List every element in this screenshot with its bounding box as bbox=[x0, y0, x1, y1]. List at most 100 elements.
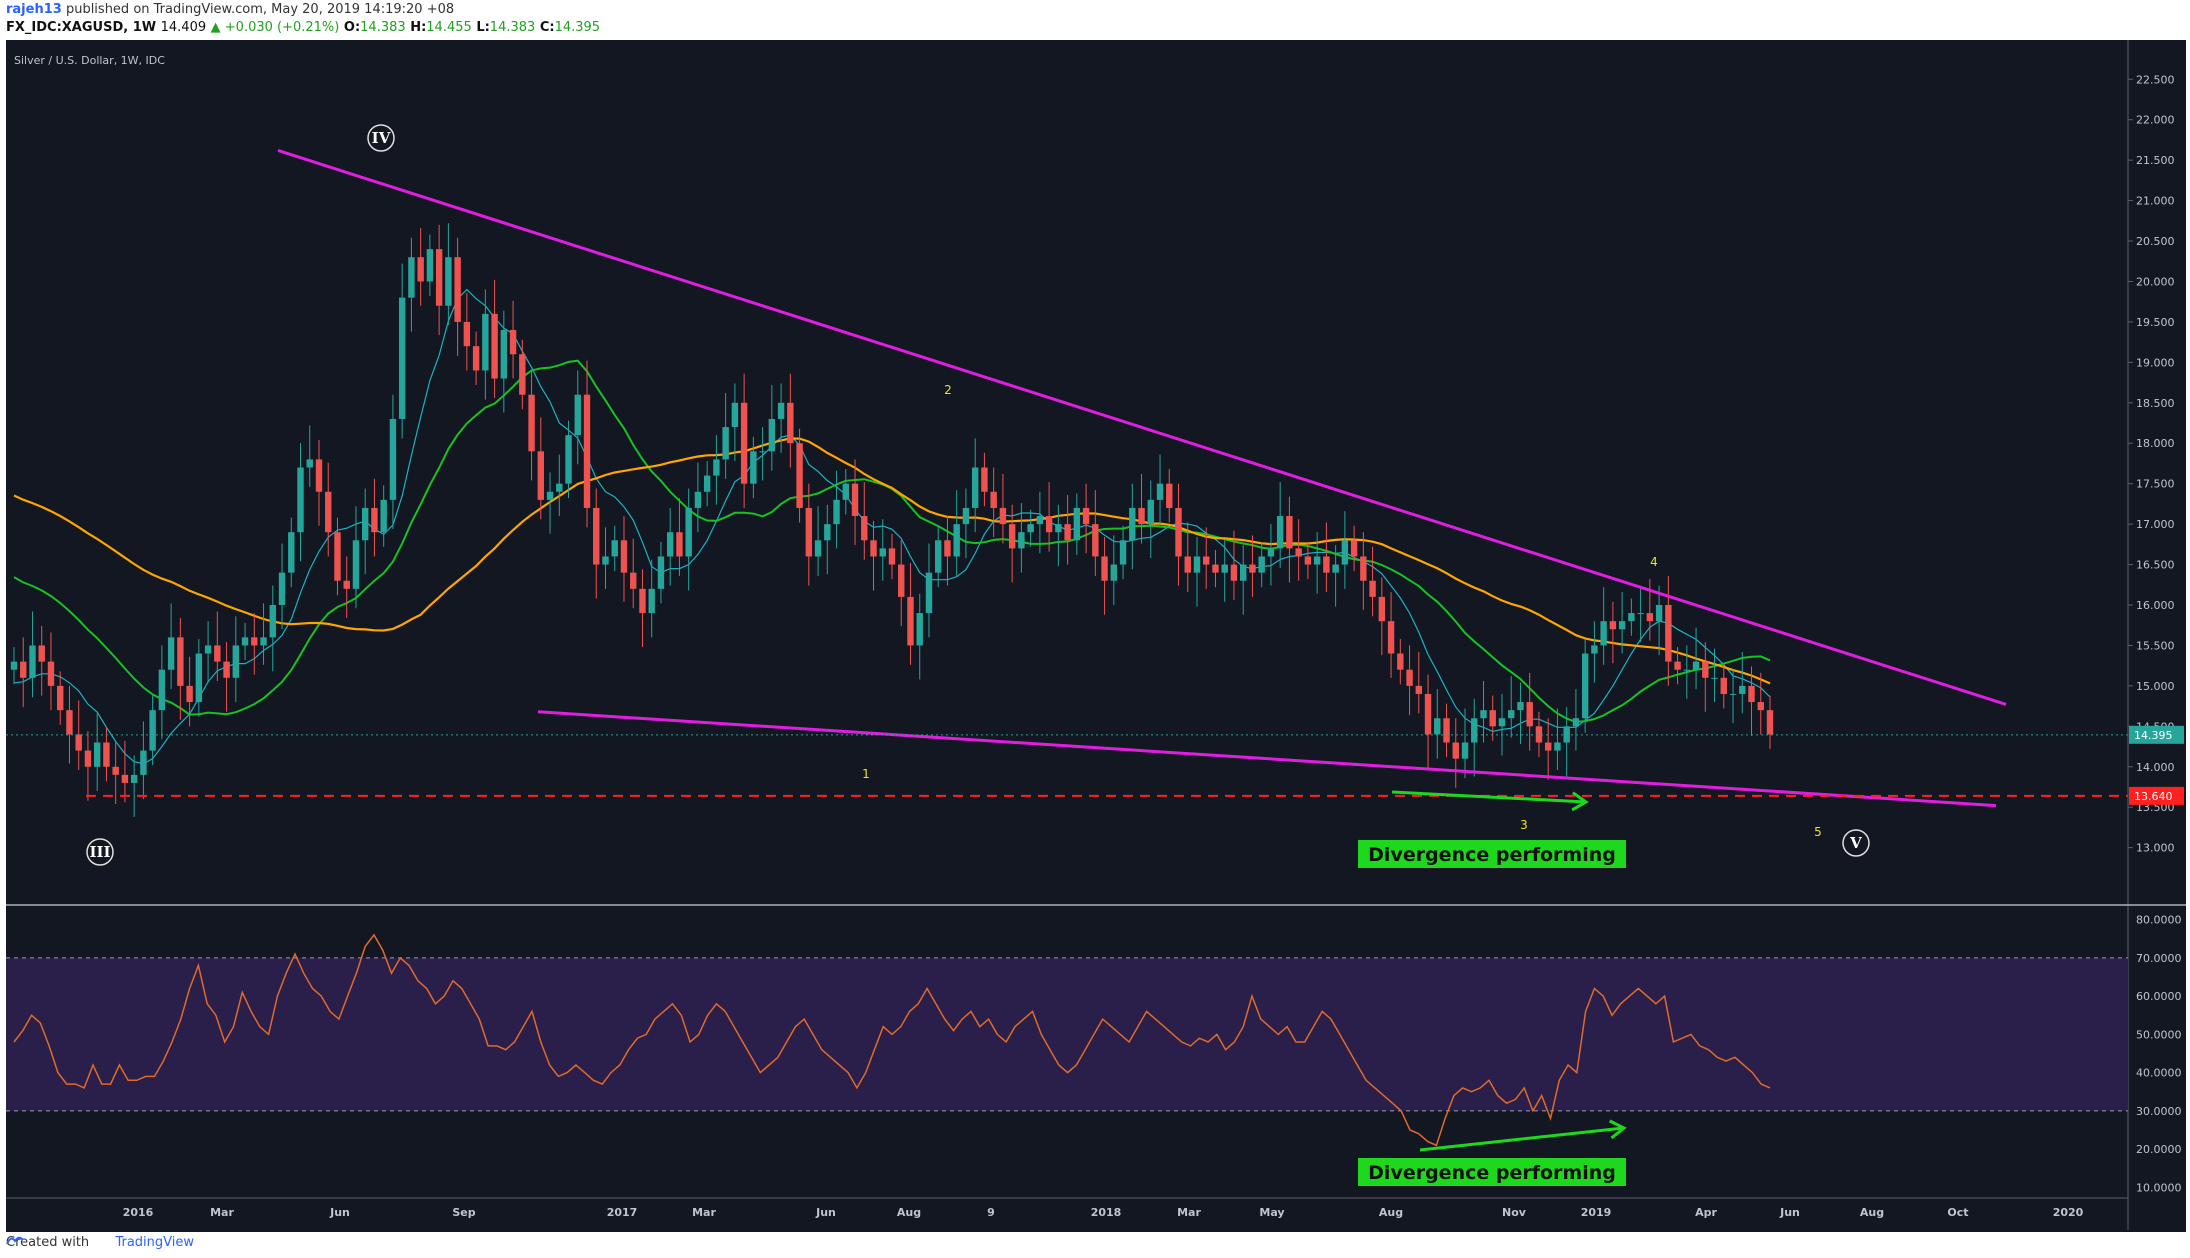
candle-body bbox=[962, 507, 970, 525]
rsi-y-axis[interactable]: 80.0000 70.0000 60.0000 50.0000 40.0000 30.00… bbox=[2136, 914, 2182, 1195]
price-tick-label: 19.000 bbox=[2136, 356, 2175, 369]
price-tick-label: 20.000 bbox=[2136, 275, 2175, 288]
rsi-tick-label: 20.0000 bbox=[2136, 1143, 2182, 1156]
price-tick-label: 13.000 bbox=[2136, 842, 2175, 855]
rsi-tick-label: 10.0000 bbox=[2136, 1181, 2182, 1194]
candle-body bbox=[740, 402, 748, 484]
rsi-tick-label: 70.0000 bbox=[2136, 952, 2182, 965]
candle-body bbox=[666, 532, 674, 557]
rsi-divergence-label-bg bbox=[1358, 1158, 1626, 1186]
candle-body bbox=[1443, 718, 1450, 743]
symbol-label: FX_IDC:XAGUSD, 1W bbox=[6, 20, 157, 35]
upper-trendline bbox=[277, 149, 2007, 706]
open-value: 14.383 bbox=[360, 20, 406, 35]
candle-body bbox=[491, 313, 498, 379]
candle-body bbox=[103, 742, 110, 767]
candle-body bbox=[898, 564, 905, 597]
candle-body bbox=[1350, 540, 1358, 557]
time-tick-label: Jun bbox=[329, 1206, 350, 1219]
candle-body bbox=[1711, 677, 1718, 679]
time-x-axis[interactable]: 2016 Mar Jun Sep 2017 Mar Jun Aug 9 2018 Mar May Aug… bbox=[123, 1206, 2084, 1219]
candle-body bbox=[1295, 548, 1302, 557]
price-tick-label: 19.500 bbox=[2136, 316, 2175, 329]
candle-body bbox=[1286, 516, 1293, 549]
wave-number-label: 4 bbox=[1650, 555, 1658, 569]
rsi-tick-label: 80.0000 bbox=[2136, 914, 2182, 927]
candle-body bbox=[611, 540, 618, 557]
candle-body bbox=[149, 710, 156, 751]
time-tick-label: Jun bbox=[815, 1206, 836, 1219]
time-tick-label: Sep bbox=[452, 1206, 475, 1219]
candle-body bbox=[1637, 613, 1644, 615]
candle-body bbox=[214, 645, 221, 662]
tradingview-logo-icon[interactable] bbox=[6, 1236, 111, 1248]
candle-body bbox=[426, 249, 434, 282]
candle-body bbox=[398, 297, 406, 419]
rsi-line bbox=[13, 933, 1771, 1147]
candle-body bbox=[1508, 710, 1515, 719]
candle-body bbox=[1249, 564, 1256, 573]
candle-body bbox=[1646, 613, 1654, 622]
author-link[interactable]: rajeh13 bbox=[6, 2, 62, 17]
candle-body bbox=[759, 451, 766, 453]
candle-body bbox=[1184, 556, 1191, 573]
rsi-divergence-arrow bbox=[1419, 1126, 1625, 1152]
time-tick-label: 2017 bbox=[607, 1206, 638, 1219]
candle-body bbox=[833, 499, 840, 525]
chart-area[interactable]: Silver / U.S. Dollar, 1W, IDC 22.500 22.0… bbox=[6, 40, 2186, 1232]
candle-body bbox=[1461, 742, 1469, 759]
candle-body bbox=[1415, 685, 1422, 694]
candle-body bbox=[944, 540, 951, 557]
candle-body bbox=[352, 540, 360, 589]
candle-body bbox=[630, 572, 637, 589]
chart-canvas[interactable]: Silver / U.S. Dollar, 1W, IDC 22.500 22.0… bbox=[6, 40, 2186, 1232]
tradingview-brand[interactable]: TradingView bbox=[115, 1235, 194, 1250]
candle-body bbox=[1018, 532, 1025, 549]
candle-body bbox=[306, 459, 313, 468]
candle-body bbox=[583, 394, 591, 508]
candle-body bbox=[1166, 483, 1173, 508]
wave-number-label: 5 bbox=[1814, 825, 1822, 839]
candle-body bbox=[408, 257, 415, 298]
wave-v-label-circle bbox=[1842, 829, 1870, 857]
candle-body bbox=[334, 532, 341, 581]
candle-body bbox=[1378, 596, 1386, 622]
candle-body bbox=[620, 540, 628, 573]
price-tick-label: 18.500 bbox=[2136, 397, 2175, 410]
candle-body bbox=[1692, 661, 1700, 670]
price-change: ▲ +0.030 (+0.21%) bbox=[210, 20, 340, 35]
candle-body bbox=[1535, 726, 1543, 743]
moving-averages bbox=[13, 288, 1771, 765]
time-tick-label: May bbox=[1259, 1206, 1284, 1219]
candle-body bbox=[556, 483, 563, 492]
candle-body bbox=[1323, 556, 1330, 573]
candle-body bbox=[121, 774, 129, 783]
publish-info: rajeh13 published on TradingView.com, Ma… bbox=[6, 2, 454, 17]
wave-iv-label: IV bbox=[372, 129, 391, 147]
candle-body bbox=[1240, 564, 1247, 581]
time-tick-label: 2018 bbox=[1091, 1206, 1122, 1219]
candle-body bbox=[435, 249, 443, 306]
rsi-divergence-label: Divergence performing bbox=[1368, 1162, 1616, 1184]
candle-body bbox=[417, 257, 424, 282]
candle-body bbox=[1045, 516, 1053, 533]
candle-body bbox=[93, 742, 101, 767]
candle-body bbox=[140, 750, 147, 775]
wave-iii-label: III bbox=[89, 843, 110, 861]
candle-body bbox=[1581, 653, 1589, 719]
header-bar: rajeh13 published on TradingView.com, Ma… bbox=[0, 0, 2190, 40]
candle-body bbox=[722, 427, 729, 460]
price-tick-label: 18.000 bbox=[2136, 437, 2175, 450]
candle-body bbox=[75, 734, 82, 751]
candle-body bbox=[463, 321, 471, 347]
moving-average-line bbox=[13, 288, 1771, 765]
candle-body bbox=[297, 467, 304, 533]
candle-body bbox=[509, 330, 517, 355]
trendlines[interactable]: 14.395 13.640 bbox=[6, 149, 2184, 808]
candle-body bbox=[851, 483, 859, 517]
rsi-tick-label: 50.0000 bbox=[2136, 1028, 2182, 1041]
candle-body bbox=[1369, 580, 1376, 597]
candle-body bbox=[1480, 710, 1487, 719]
candle-body bbox=[482, 313, 489, 371]
candle-body bbox=[1674, 661, 1681, 670]
